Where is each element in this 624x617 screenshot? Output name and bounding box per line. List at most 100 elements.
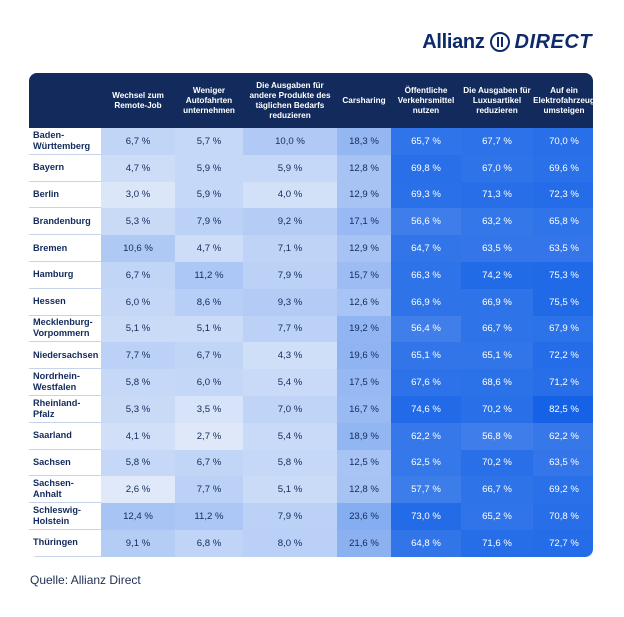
heatmap-cell: 3,0 % (101, 181, 175, 209)
row-label: Sachsen (29, 449, 101, 477)
heatmap-cell: 7,7 % (243, 315, 337, 343)
heatmap-cell: 11,2 % (175, 262, 243, 289)
heatmap-cell: 72,7 % (533, 530, 593, 557)
heatmap-cell: 6,7 % (175, 449, 243, 477)
heatmap-cell: 9,2 % (243, 208, 337, 236)
row-label: Brandenburg (29, 208, 101, 236)
column-header: Öffentliche Verkehrsmittel nutzen (397, 85, 455, 115)
heatmap-cell: 62,2 % (391, 422, 461, 450)
row-label: Mecklenburg-Vorpommern (29, 315, 101, 343)
heatmap-cell: 69,2 % (533, 476, 593, 504)
heatmap-cell: 66,7 % (461, 315, 533, 343)
heatmap-cell: 65,8 % (533, 208, 593, 236)
heatmap-cell: 67,6 % (391, 369, 461, 396)
heatmap-cell: 9,1 % (101, 530, 175, 557)
heatmap-cell: 63,5 % (461, 235, 533, 262)
heatmap-cell: 17,1 % (337, 208, 391, 236)
heatmap-cell: 71,2 % (533, 369, 593, 396)
heatmap-cell: 18,3 % (337, 128, 391, 155)
heatmap-cell: 72,2 % (533, 342, 593, 370)
heatmap-cell: 4,3 % (243, 342, 337, 370)
heatmap-cell: 4,0 % (243, 181, 337, 209)
heatmap-cell: 12,5 % (337, 449, 391, 477)
heatmap-cell: 7,0 % (243, 396, 337, 423)
heatmap-cell: 70,2 % (461, 449, 533, 477)
row-label: Sachsen-Anhalt (29, 476, 101, 504)
heatmap-cell: 5,1 % (243, 476, 337, 504)
heatmap-cell: 64,8 % (391, 530, 461, 557)
heatmap-cell: 10,6 % (101, 235, 175, 262)
row-label: Nordrhein-Westfalen (29, 369, 101, 396)
brand-name: Allianz (422, 30, 485, 53)
row-label: Bayern (29, 154, 101, 182)
heatmap-cell: 70,2 % (461, 396, 533, 423)
heatmap-cell: 23,6 % (337, 503, 391, 530)
heatmap-cell: 67,9 % (533, 315, 593, 343)
row-label: Baden-Württemberg (29, 128, 101, 155)
heatmap-cell: 6,7 % (175, 342, 243, 370)
heatmap-cell: 63,5 % (533, 235, 593, 262)
row-label: Hamburg (29, 262, 101, 289)
heatmap-cell: 7,9 % (243, 503, 337, 530)
source-note: Quelle: Allianz Direct (30, 573, 141, 587)
heatmap-cell: 69,8 % (391, 154, 461, 182)
heatmap-cell: 18,9 % (337, 422, 391, 450)
row-label: Saarland (29, 422, 101, 450)
heatmap-cell: 66,7 % (461, 476, 533, 504)
heatmap-cell: 67,7 % (461, 128, 533, 155)
heatmap-cell: 56,8 % (461, 422, 533, 450)
heatmap-cell: 62,5 % (391, 449, 461, 477)
heatmap-cell: 68,6 % (461, 369, 533, 396)
heatmap-cell: 65,1 % (391, 342, 461, 370)
heatmap-cell: 56,4 % (391, 315, 461, 343)
heatmap-cell: 63,5 % (533, 449, 593, 477)
heatmap-cell: 9,3 % (243, 288, 337, 316)
heatmap-cell: 7,9 % (243, 262, 337, 289)
heatmap-cell: 71,3 % (461, 181, 533, 209)
heatmap-cell: 64,7 % (391, 235, 461, 262)
row-label: Schleswig-Holstein (29, 503, 101, 530)
heatmap-cell: 5,9 % (175, 181, 243, 209)
heatmap-cell: 65,1 % (461, 342, 533, 370)
heatmap-cell: 66,9 % (461, 288, 533, 316)
heatmap-cell: 5,8 % (101, 369, 175, 396)
heatmap-cell: 21,6 % (337, 530, 391, 557)
heatmap-cell: 7,7 % (101, 342, 175, 370)
heatmap-cell: 5,8 % (243, 449, 337, 477)
heatmap-cell: 4,7 % (101, 154, 175, 182)
heatmap-cell: 5,8 % (101, 449, 175, 477)
heatmap-cell: 12,8 % (337, 154, 391, 182)
heatmap-cell: 70,8 % (533, 503, 593, 530)
heatmap-cell: 8,6 % (175, 288, 243, 316)
heatmap-cell: 72,3 % (533, 181, 593, 209)
column-header: Wechsel zum Remote-Job (112, 90, 164, 110)
heatmap-cell: 66,3 % (391, 262, 461, 289)
heatmap-cell: 12,6 % (337, 288, 391, 316)
heatmap-cell: 67,0 % (461, 154, 533, 182)
heatmap-cell: 4,1 % (101, 422, 175, 450)
heatmap-cell: 56,6 % (391, 208, 461, 236)
heatmap-cell: 7,7 % (175, 476, 243, 504)
heatmap-cell: 70,0 % (533, 128, 593, 155)
heatmap-cell: 65,7 % (391, 128, 461, 155)
heatmap-cell: 5,4 % (243, 369, 337, 396)
allianz-eagle-icon (489, 32, 510, 52)
heatmap-cell: 2,7 % (175, 422, 243, 450)
heatmap-cell: 65,2 % (461, 503, 533, 530)
row-label: Niedersachsen (29, 342, 101, 370)
heatmap-cell: 5,4 % (243, 422, 337, 450)
column-header: Auf ein Elektrofahrzeug umsteigen (533, 85, 593, 115)
heatmap-cell: 12,4 % (101, 503, 175, 530)
heatmap-cell: 6,8 % (175, 530, 243, 557)
heatmap-cell: 5,3 % (101, 396, 175, 423)
heatmap-cell: 6,7 % (101, 262, 175, 289)
row-label: Berlin (29, 181, 101, 209)
heatmap-cell: 5,3 % (101, 208, 175, 236)
heatmap-cell: 8,0 % (243, 530, 337, 557)
heatmap-cell: 12,9 % (337, 235, 391, 262)
heatmap-cell: 15,7 % (337, 262, 391, 289)
heatmap-cell: 16,7 % (337, 396, 391, 423)
heatmap-cell: 66,9 % (391, 288, 461, 316)
column-header: Carsharing (342, 95, 386, 105)
heatmap-cell: 6,0 % (175, 369, 243, 396)
